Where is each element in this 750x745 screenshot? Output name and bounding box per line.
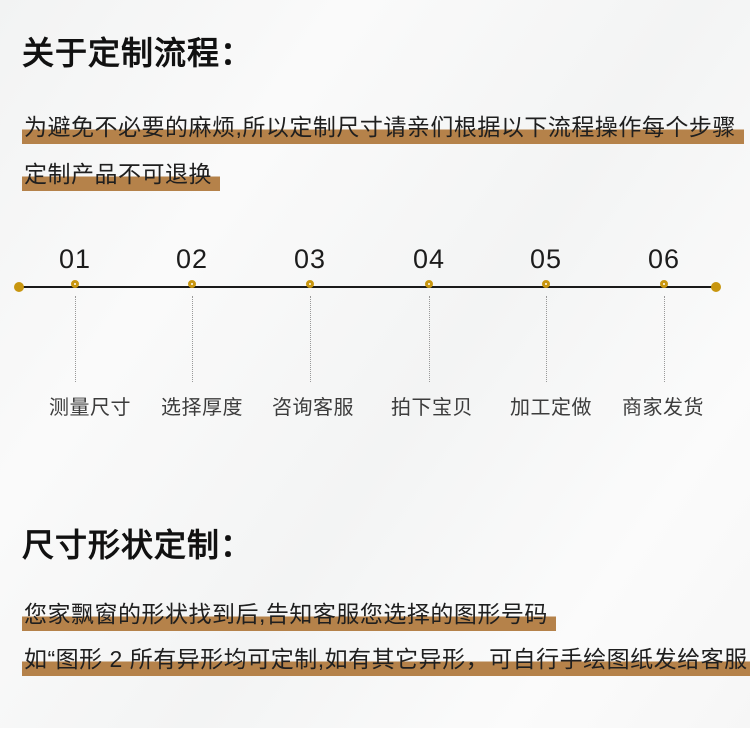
shape-note-line2: 如“图形 2 所有异形均可定制,如有其它异形，可自行手绘图纸发给客服 bbox=[22, 646, 750, 676]
step-stem-line bbox=[429, 296, 430, 382]
timeline-line bbox=[19, 286, 716, 288]
step-label-produce: 加工定做 bbox=[510, 397, 592, 419]
step-number: 06 bbox=[647, 244, 681, 274]
step-label-measure: 测量尺寸 bbox=[49, 397, 131, 419]
step-stem-line bbox=[546, 296, 547, 382]
highlighted-text: 如“图形 2 所有异形均可定制,如有其它异形，可自行手绘图纸发给客服 bbox=[22, 646, 750, 676]
step-stem-line bbox=[75, 296, 76, 382]
step-label-ship: 商家发货 bbox=[622, 397, 704, 419]
shape-note-line1: 您家飘窗的形状找到后,告知客服您选择的图形号码 bbox=[22, 601, 556, 631]
highlighted-text: 您家飘窗的形状找到后,告知客服您选择的图形号码 bbox=[22, 601, 556, 631]
step-number: 04 bbox=[412, 244, 446, 274]
section-title-custom-process: 关于定制流程： bbox=[22, 35, 254, 71]
highlighted-text: 为避免不必要的麻烦,所以定制尺寸请亲们根据以下流程操作每个步骤 bbox=[22, 114, 744, 144]
step-marker-icon bbox=[306, 280, 314, 288]
step-marker-icon bbox=[660, 280, 668, 288]
step-label-consult: 咨询客服 bbox=[272, 397, 354, 419]
step-marker-icon bbox=[188, 280, 196, 288]
process-note-line2: 定制产品不可退换 bbox=[22, 161, 220, 191]
step-stem-line bbox=[664, 296, 665, 382]
section-title-size-shape: 尺寸形状定制： bbox=[22, 527, 254, 563]
step-number: 05 bbox=[529, 244, 563, 274]
process-note-line1: 为避免不必要的麻烦,所以定制尺寸请亲们根据以下流程操作每个步骤 bbox=[22, 114, 744, 144]
step-number: 03 bbox=[293, 244, 327, 274]
step-marker-icon bbox=[425, 280, 433, 288]
step-marker-icon bbox=[542, 280, 550, 288]
step-number: 02 bbox=[175, 244, 209, 274]
timeline-start-dot-icon bbox=[14, 282, 24, 292]
step-stem-line bbox=[310, 296, 311, 382]
step-label-thickness: 选择厚度 bbox=[161, 397, 243, 419]
step-number: 01 bbox=[58, 244, 92, 274]
timeline-end-dot-icon bbox=[711, 282, 721, 292]
bottom-white-strip bbox=[0, 728, 750, 745]
step-marker-icon bbox=[71, 280, 79, 288]
process-timeline: 01 02 03 04 05 06 测量尺寸 bbox=[0, 244, 750, 424]
highlighted-text: 定制产品不可退换 bbox=[22, 161, 220, 191]
step-label-order: 拍下宝贝 bbox=[391, 397, 473, 419]
step-stem-line bbox=[192, 296, 193, 382]
